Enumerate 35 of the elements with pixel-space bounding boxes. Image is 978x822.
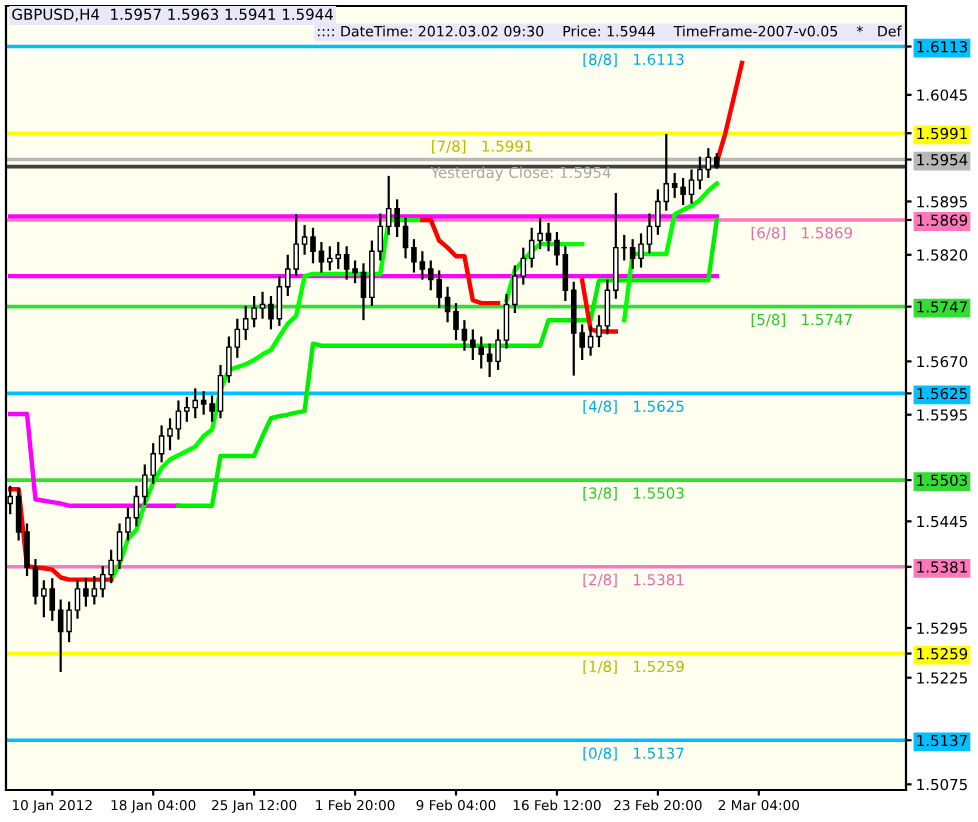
candlestick: [680, 176, 686, 207]
candlestick: [671, 171, 678, 200]
candlestick: [537, 216, 543, 251]
candlestick: [91, 574, 98, 606]
candlestick: [638, 232, 644, 269]
candlestick: [419, 250, 426, 281]
candlestick: [192, 387, 199, 420]
candlestick: [259, 290, 266, 320]
candlestick: [167, 417, 173, 452]
candlestick: [436, 269, 442, 310]
candlestick: [99, 564, 106, 599]
candlestick: [251, 294, 257, 329]
candlestick: [175, 399, 182, 441]
candlestick: [327, 245, 333, 272]
candlestick: [343, 245, 350, 281]
candlestick: [200, 390, 207, 416]
candlestick: [116, 522, 123, 571]
candlestick: [453, 302, 459, 342]
candlestick: [587, 324, 594, 357]
candlestick: [528, 226, 535, 269]
candlestick: [268, 294, 274, 331]
candlestick: [318, 240, 325, 274]
candlestick: [427, 259, 434, 292]
candlestick: [184, 395, 190, 423]
candlestick: [335, 240, 342, 271]
candlestick: [310, 226, 316, 265]
candlestick: [461, 319, 468, 352]
candlestick: [242, 304, 249, 342]
candlestick: [83, 577, 89, 608]
candlestick: [629, 238, 636, 271]
candlestick: [478, 335, 485, 370]
candlestick: [697, 155, 703, 191]
candlestick: [470, 328, 476, 362]
line-series: [176, 217, 719, 508]
candlestick: [688, 168, 695, 205]
